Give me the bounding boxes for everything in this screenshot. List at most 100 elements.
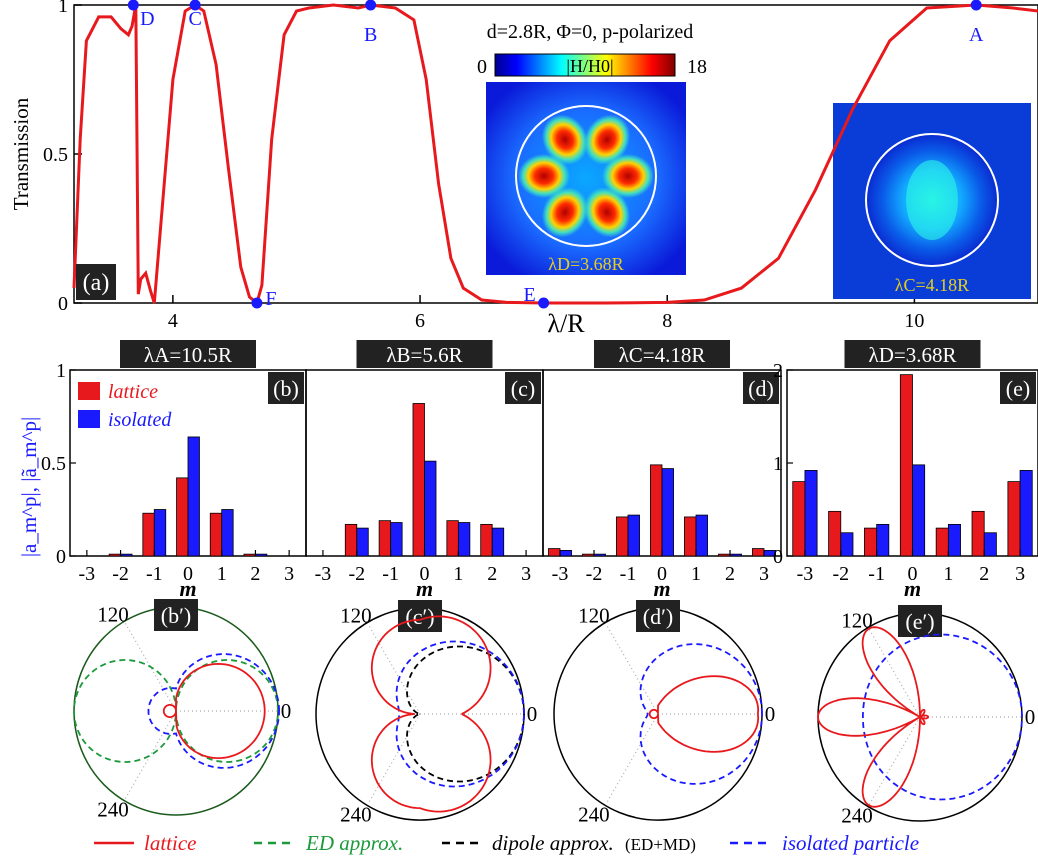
bar-isolated bbox=[804, 470, 818, 557]
polar-curve-isolated bbox=[862, 633, 1023, 801]
x-axis-label: λ/R bbox=[547, 309, 585, 338]
bar-x-tick-label: 1 bbox=[691, 563, 701, 585]
bar-x-tick-label: 2 bbox=[979, 563, 989, 585]
colorbar-min: 0 bbox=[477, 56, 487, 78]
bar-isolated bbox=[120, 553, 133, 557]
polar-curve-lattice bbox=[370, 615, 492, 813]
point-label-b: B bbox=[364, 24, 377, 46]
bar-isolated bbox=[424, 460, 437, 557]
bar-x-axis-label: m bbox=[179, 576, 196, 601]
polar-angle-label: 240 bbox=[97, 798, 129, 822]
bar-x-tick-label: 0 bbox=[183, 563, 193, 585]
bar-legend-swatch-lattice bbox=[78, 382, 100, 400]
point-e bbox=[538, 297, 550, 309]
bar-y-tick-label: 0 bbox=[773, 546, 783, 568]
bar-lattice bbox=[935, 527, 949, 557]
inset-c-label: λC=4.18R bbox=[895, 275, 969, 295]
bar-panel-b: λA=10.5R(b)-3 -2 -1 0 1 2 3m00.51latticeisolat… bbox=[41, 340, 307, 601]
bar-x-tick-label: 3 bbox=[521, 563, 531, 585]
polar-panel-label-bg bbox=[898, 605, 942, 637]
field-lobe bbox=[518, 154, 570, 198]
bar-title: λB=5.6R bbox=[386, 343, 462, 367]
bar-x-tick-label: -1 bbox=[620, 563, 637, 585]
bar-lattice bbox=[971, 510, 985, 557]
colorbar-max: 18 bbox=[687, 56, 707, 78]
bar-isolated bbox=[1019, 470, 1033, 557]
polar-angle-label: 120 bbox=[841, 608, 873, 632]
x-tick-label: 4 bbox=[168, 310, 178, 332]
polar-grid-line bbox=[605, 713, 659, 805]
bar-title: λA=10.5R bbox=[144, 343, 232, 367]
polar-grid-line bbox=[868, 716, 921, 806]
bar-x-tick-label: 2 bbox=[725, 563, 735, 585]
bar-lattice bbox=[616, 516, 629, 557]
bar-legend-swatch-isolated bbox=[78, 410, 100, 428]
bar-lattice bbox=[650, 464, 663, 557]
polar-angle-label: 0 bbox=[765, 702, 776, 726]
bar-isolated bbox=[153, 509, 167, 557]
polar-grid-line bbox=[124, 710, 177, 800]
y-axis-label: Transmission bbox=[9, 97, 33, 210]
bar-panel-label-bg bbox=[1000, 372, 1036, 404]
polar-angle-label: 240 bbox=[578, 802, 610, 826]
bar-lattice bbox=[108, 553, 121, 557]
polar-panel-label: (b′) bbox=[161, 603, 191, 628]
bar-panel-label-bg bbox=[268, 372, 304, 404]
bar-lattice bbox=[209, 512, 223, 557]
polar-panel-label: (d′) bbox=[643, 604, 673, 629]
polar-panel-label-bg bbox=[154, 599, 198, 631]
bar-x-tick-label: -2 bbox=[586, 563, 603, 585]
bar-isolated bbox=[695, 514, 708, 557]
bar-lattice bbox=[792, 481, 806, 557]
bar-lattice bbox=[684, 516, 697, 557]
bar-x-tick-label: -3 bbox=[552, 563, 569, 585]
point-label-e: E bbox=[524, 284, 536, 306]
field-lobe bbox=[602, 154, 654, 198]
bar-isolated bbox=[876, 523, 890, 557]
point-f bbox=[251, 297, 263, 309]
bar-x-axis-label: m bbox=[416, 576, 433, 601]
bar-lattice bbox=[480, 523, 493, 557]
bar-legend-label-isolated: isolated bbox=[108, 409, 172, 431]
bar-isolated bbox=[187, 436, 200, 557]
bar-legend-label-lattice: lattice bbox=[108, 381, 158, 403]
bar-lattice bbox=[899, 374, 913, 557]
bar-isolated bbox=[559, 550, 572, 557]
bar-isolated bbox=[947, 523, 961, 557]
bar-panel-label: (b) bbox=[273, 376, 299, 401]
polar-angle-label: 240 bbox=[841, 804, 873, 828]
bar-x-tick-label: 0 bbox=[908, 563, 918, 585]
bar-y-tick-label: 1 bbox=[773, 453, 783, 475]
bar-title-bg bbox=[594, 340, 730, 368]
x-tick-label: 6 bbox=[415, 310, 425, 332]
polar-angle-label: 240 bbox=[340, 802, 372, 826]
inset-c-hotspot bbox=[906, 160, 958, 240]
bar-lattice bbox=[142, 512, 155, 557]
polar-angle-label: 0 bbox=[527, 702, 538, 726]
legend-isolated-label: isolated particle bbox=[782, 831, 919, 855]
polar-grid-line bbox=[367, 623, 421, 715]
bar-x-tick-label: -2 bbox=[348, 563, 365, 585]
polar-angle-label: 0 bbox=[1025, 705, 1036, 729]
polar-curve-isolated bbox=[395, 640, 525, 788]
legend-ed-label: ED approx. bbox=[305, 831, 403, 855]
bottom-legend: lattice ED approx. dipole approx. (ED+MD… bbox=[94, 831, 919, 855]
bar-x-tick-label: -3 bbox=[315, 563, 332, 585]
y-tick-label: 1 bbox=[58, 0, 68, 17]
bar-isolated bbox=[356, 527, 369, 557]
bar-x-tick-label: 0 bbox=[657, 563, 667, 585]
panel-a-ticks: 4 6 8 10 0 0.5 1 bbox=[43, 0, 924, 332]
bar-x-tick-label: 1 bbox=[217, 563, 227, 585]
bar-lattice bbox=[243, 553, 256, 557]
bar-x-tick-label: 3 bbox=[1015, 563, 1025, 585]
polar-angle-label: 0 bbox=[281, 699, 292, 723]
polar-grid-line bbox=[605, 623, 659, 715]
bar-x-tick-label: -1 bbox=[382, 563, 399, 585]
bar-panel-label-bg bbox=[743, 372, 779, 404]
bar-x-tick-label: 0 bbox=[420, 563, 430, 585]
bar-isolated bbox=[221, 509, 234, 557]
